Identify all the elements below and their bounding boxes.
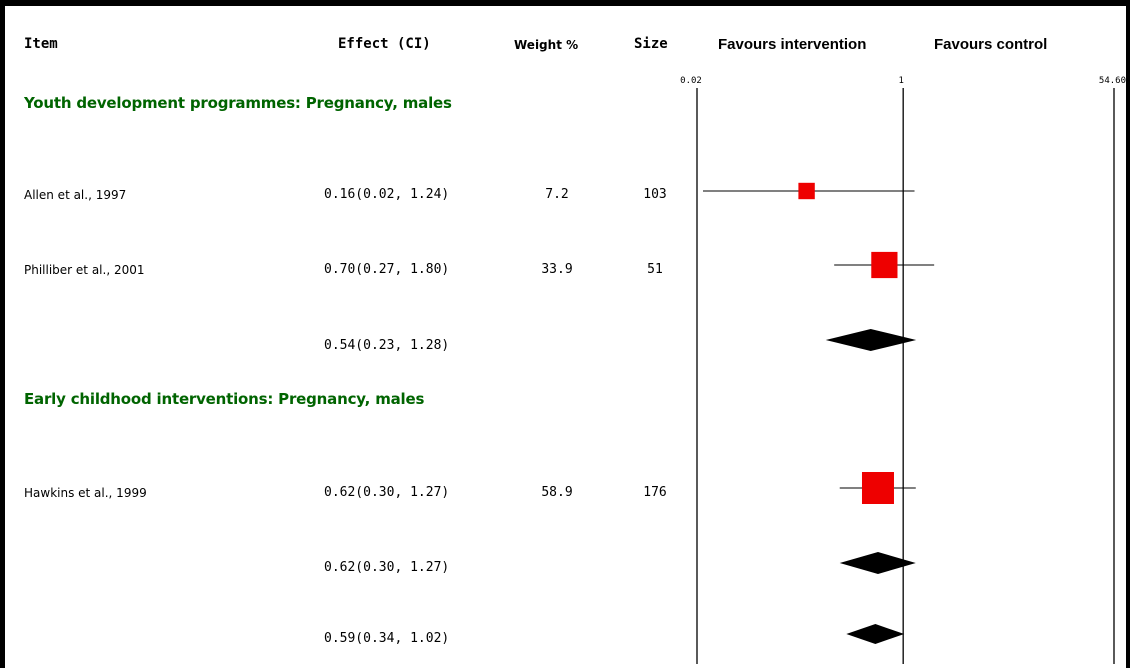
overall-pooled-effect-ci: 0.59(0.34, 1.02) (324, 631, 450, 646)
row-effect-ci: 0.16(0.02, 1.24) (324, 187, 450, 202)
row-effect-ci: 0.62(0.30, 1.27) (324, 485, 450, 500)
section-title-youth-development: Youth development programmes: Pregnancy,… (24, 94, 452, 112)
header-effect: Effect (CI) (338, 36, 431, 52)
header-favours-intervention: Favours intervention (718, 36, 867, 53)
axis-tick-label: 0.02 (680, 76, 702, 86)
pooled-effect-ci: 0.54(0.23, 1.28) (324, 338, 450, 353)
axis-tick-label: 54.60 (1099, 76, 1126, 86)
section-title-early-childhood: Early childhood interventions: Pregnancy… (24, 390, 425, 408)
study-effect-marker (798, 182, 815, 200)
row-weight: 58.9 (541, 485, 573, 500)
pooled-effect-diamond (839, 552, 916, 574)
row-weight: 33.9 (541, 262, 573, 277)
row-effect-ci: 0.70(0.27, 1.80) (324, 262, 450, 277)
row-size: 103 (643, 187, 667, 202)
row-item-label: Allen et al., 1997 (24, 188, 127, 202)
axis-tick-label: 1 (898, 76, 903, 86)
row-size: 176 (643, 485, 667, 500)
row-item-label: Hawkins et al., 1999 (24, 486, 147, 500)
row-item-label: Philliber et al., 2001 (24, 263, 145, 277)
study-effect-marker (871, 251, 898, 279)
row-weight: 7.2 (545, 187, 569, 202)
row-size: 51 (647, 262, 663, 277)
header-item: Item (24, 36, 58, 52)
header-weight: Weight % (514, 38, 579, 52)
header-size: Size (634, 36, 668, 52)
pooled-effect-diamond (846, 624, 905, 644)
pooled-effect-ci: 0.62(0.30, 1.27) (324, 560, 450, 575)
header-favours-control: Favours control (934, 36, 1048, 53)
study-effect-marker (861, 472, 894, 504)
pooled-effect-diamond (825, 329, 917, 351)
